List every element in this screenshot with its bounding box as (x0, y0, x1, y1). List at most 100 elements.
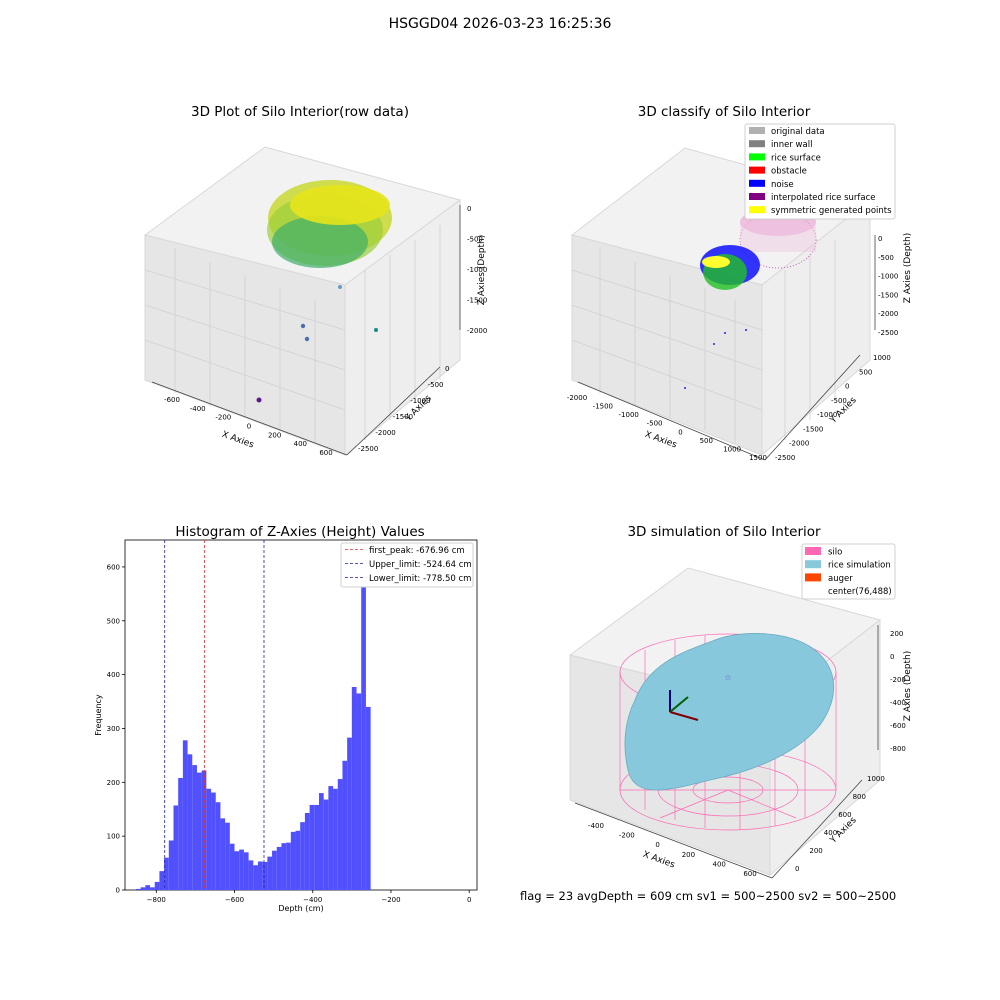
histogram-bar (262, 862, 268, 890)
simulation-legend-swatch (805, 573, 821, 582)
classify-z-axis-label: Z Axies (Depth) (903, 233, 913, 304)
raw-z-axis: 0 -500 -1000 -1500 -2000 Z Axies (Depth) (459, 205, 487, 335)
histogram-bar (243, 852, 249, 890)
simulation-x-tick-label: 600 (743, 870, 756, 878)
raw-x-tick-label: -200 (215, 414, 231, 422)
histogram-bar (168, 840, 174, 890)
histogram-bar (328, 786, 334, 890)
classify-x-axis-label: X Axies (643, 430, 678, 451)
histogram-bar (239, 849, 244, 890)
raw-y-tick-label: -2500 (358, 445, 378, 453)
histogram-bar (253, 865, 258, 890)
depth-histogram-chart: −800 −600 −400 −200 0 0 100 200 300 400 500 600 De… (94, 539, 478, 913)
raw-y-tick-label: -1000 (410, 397, 430, 405)
raw-x-tick-label: -600 (164, 396, 180, 404)
panel4-title: 3D simulation of Silo Interior (627, 524, 821, 540)
simulation-z-tick-label: -600 (890, 722, 906, 730)
histogram-bar (215, 802, 221, 890)
classify-legend-swatch (749, 127, 765, 134)
histogram-legend-label: Lower_limit: -778.50 cm (369, 574, 471, 584)
histogram-x-tick-label: −600 (225, 896, 244, 904)
simulation-z-axis-label: Z Axies (Depth) (903, 651, 913, 722)
simulation-x-tick-label: 200 (682, 851, 695, 859)
auger-axes-glyph (669, 690, 699, 721)
center-marker-icon: ☆ (724, 673, 731, 682)
simulation-z-tick-label: 200 (890, 630, 903, 638)
histogram-bar (234, 851, 240, 890)
classify-x-tick-label: 500 (700, 437, 713, 445)
histogram-y-tick-label: 500 (107, 617, 120, 625)
simulation-legend-label: rice simulation (828, 561, 891, 571)
simulation-y-tick-label: 800 (853, 793, 866, 801)
classify-x-tick-label: 1500 (749, 454, 767, 462)
histogram-bar (337, 779, 343, 890)
histogram-bar (281, 843, 287, 890)
histogram-bar (173, 805, 179, 890)
classify-x-tick-label: -1500 (593, 403, 613, 411)
classify-y-tick-label: 500 (859, 368, 872, 376)
histogram-bar (140, 887, 146, 890)
raw-z-tick-label: 0 (467, 205, 471, 213)
histogram-legend: first_peak: -676.96 cm Upper_limit: -524.… (340, 542, 474, 588)
histogram-bar (211, 792, 216, 890)
histogram-y-tick-label: 0 (116, 887, 120, 895)
simulation-x-tick-label: 0 (655, 841, 659, 849)
histogram-y-ticks: 0 100 200 300 400 500 600 (107, 563, 125, 895)
classify-legend-label: interpolated rice surface (771, 193, 876, 203)
histogram-bar (347, 737, 352, 890)
histogram-bar (351, 687, 357, 890)
classify-y-tick-label: -1500 (803, 425, 823, 433)
histogram-bar (356, 693, 362, 890)
classify-legend-swatch (749, 179, 765, 187)
raw-x-tick-label: 200 (268, 431, 281, 439)
simulation-y-tick-label: 400 (824, 829, 837, 837)
histogram-bar (304, 813, 310, 890)
histogram-bar (290, 831, 296, 890)
histogram-bar (206, 788, 212, 890)
histogram-y-tick-label: 400 (107, 671, 120, 679)
raw-z-tick-label: -2000 (467, 327, 487, 335)
raw-x-tick-label: 0 (247, 423, 251, 431)
histogram-reference-lines (164, 540, 265, 890)
classify-z-axis: 0 -500 -1000 -1500 -2000 -2500 Z Axies (Depth… (874, 233, 913, 337)
simulation-x-tick-label: -400 (588, 822, 604, 830)
classify-legend: original data inner wall rice surface obsta… (744, 123, 896, 220)
simulation-legend-label: silo (828, 548, 842, 558)
histogram-x-tick-label: −800 (147, 896, 166, 904)
raw-y-tick-label: 0 (445, 365, 449, 373)
simulation-legend-label: center(76,488) (828, 587, 892, 597)
classify-legend-label: inner wall (771, 140, 812, 150)
histogram-bar (248, 860, 254, 890)
histogram-bar (135, 888, 141, 890)
raw-3d-panes (143, 146, 462, 457)
simulation-z-tick-label: -400 (890, 699, 906, 707)
classify-legend-swatch (749, 153, 765, 161)
raw-x-axis-label: X Axies (220, 430, 255, 451)
classify-legend-label: symmetric generated points (771, 206, 892, 216)
histogram-y-tick-label: 600 (107, 563, 120, 571)
raw-y-tick-label: -2000 (375, 429, 395, 437)
raw-x-tick-label: 600 (319, 449, 332, 457)
histogram-x-tick-label: 0 (467, 896, 471, 904)
raw-x-tick-label: -400 (190, 405, 206, 413)
classify-z-tick-label: -1000 (878, 273, 898, 281)
classify-y-tick-label: 0 (845, 383, 849, 391)
histogram-x-axis-label: Depth (cm) (278, 904, 323, 913)
histogram-y-tick-label: 300 (107, 725, 120, 733)
histogram-bars (135, 558, 371, 890)
classify-3d-panes (570, 147, 872, 457)
histogram-bar (192, 765, 197, 890)
histogram-bar (229, 843, 235, 890)
histogram-bar (196, 772, 202, 890)
histogram-bar (342, 760, 348, 890)
histogram-bar (300, 822, 305, 890)
histogram-bar (365, 706, 371, 890)
histogram-bar (333, 788, 338, 890)
histogram-legend-label: first_peak: -676.96 cm (369, 546, 465, 556)
raw-z-tick-label: -1500 (467, 297, 487, 305)
classify-legend-swatch (749, 206, 765, 214)
simulation-z-axis: 200 0 -200 -400 -600 -800 Z Axies (Depth) (877, 625, 913, 753)
classify-legend-swatch (749, 193, 765, 200)
raw-point-cloud (267, 180, 392, 268)
